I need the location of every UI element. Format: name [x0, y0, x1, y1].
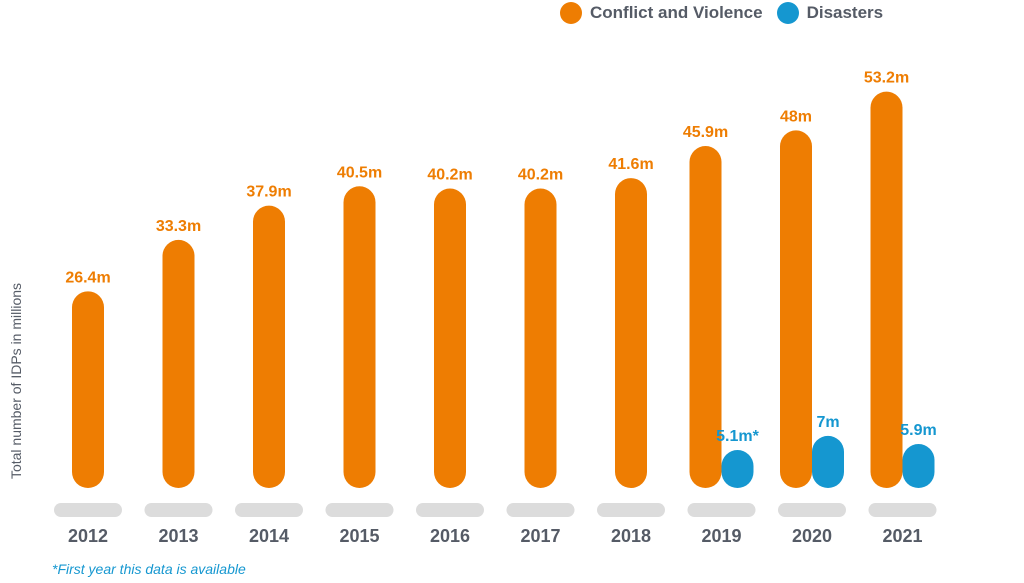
- axis-pill-2020: [778, 503, 846, 517]
- footnote: *First year this data is available: [52, 561, 246, 577]
- data-label-disasters: 5.1m*: [716, 428, 759, 445]
- axis-pill-2012: [54, 503, 122, 517]
- data-label-conflict: 41.6m: [608, 156, 653, 173]
- bar-conflict-2019: [689, 146, 722, 489]
- bar-conflict-2020: [780, 130, 812, 488]
- data-label-disasters: 5.9m: [900, 422, 936, 439]
- x-tick-label: 2021: [882, 526, 922, 546]
- legend: Conflict and Violence Disasters: [560, 0, 883, 26]
- x-tick-label: 2014: [249, 526, 289, 546]
- bar-disasters-2019: [721, 450, 754, 488]
- bar-conflict-2015: [343, 186, 376, 488]
- data-label-conflict: 37.9m: [246, 184, 291, 201]
- legend-item-conflict: Conflict and Violence: [560, 2, 763, 24]
- data-label-conflict: 48m: [780, 108, 812, 125]
- x-tick-label: 2015: [339, 526, 379, 546]
- axis-pill-2014: [235, 503, 303, 517]
- legend-label-conflict: Conflict and Violence: [590, 3, 763, 22]
- axis-pill-2016: [416, 503, 484, 517]
- bar-conflict-2018: [615, 178, 647, 488]
- legend-label-disasters: Disasters: [806, 3, 884, 22]
- x-tick-label: 2012: [68, 526, 108, 546]
- bar-conflict-2021: [870, 91, 903, 488]
- axis-pill-2021: [868, 503, 937, 517]
- axis-pill-2018: [597, 503, 665, 517]
- bar-conflict-2014: [253, 205, 285, 488]
- data-label-conflict: 53.2m: [864, 70, 909, 87]
- data-label-conflict: 40.2m: [518, 167, 563, 184]
- data-label-conflict: 33.3m: [156, 218, 201, 235]
- x-tick-label: 2017: [520, 526, 560, 546]
- x-tick-label: 2016: [430, 526, 470, 546]
- data-label-conflict: 45.9m: [683, 124, 728, 141]
- data-label-conflict: 40.5m: [337, 164, 382, 181]
- x-tick-label: 2018: [611, 526, 651, 546]
- data-label-disasters: 7m: [816, 414, 839, 431]
- x-tick-label: 2013: [158, 526, 198, 546]
- data-label-conflict: 40.2m: [427, 167, 472, 184]
- bar-conflict-2013: [162, 239, 195, 488]
- legend-item-disasters: Disasters: [776, 2, 884, 24]
- bar-conflict-2016: [434, 188, 466, 488]
- bar-conflict-2012: [72, 291, 104, 488]
- axis-pill-2013: [144, 503, 213, 517]
- legend-swatch-disasters: [776, 2, 799, 24]
- x-tick-label: 2019: [701, 526, 741, 546]
- bar-disasters-2020: [812, 435, 844, 488]
- axis-pill-2017: [506, 503, 575, 517]
- legend-swatch-conflict: [560, 2, 582, 24]
- x-tick-label: 2020: [792, 526, 832, 546]
- axis-pill-2019: [687, 503, 756, 517]
- bar-conflict-2017: [524, 188, 557, 488]
- bar-disasters-2021: [902, 444, 935, 488]
- axis-pill-2015: [325, 503, 394, 517]
- data-label-conflict: 26.4m: [65, 269, 110, 286]
